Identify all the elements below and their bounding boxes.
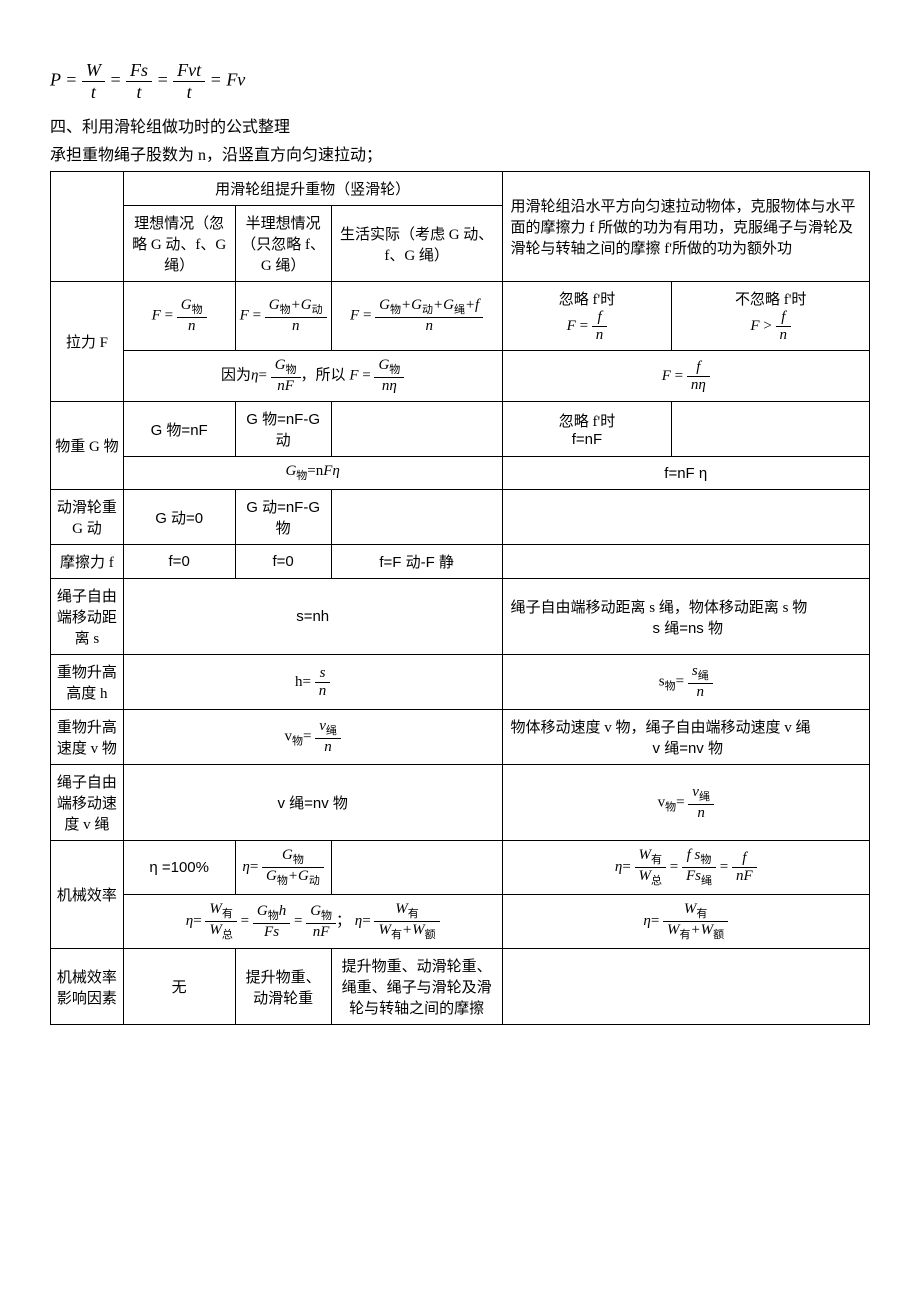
Gw-combined-v: G物=nFη [123, 457, 502, 490]
h-h: s物= s绳n [502, 655, 869, 710]
vw-h: 物体移动速度 v 物，绳子自由端移动速度 v 绳 v 绳=nv 物 [502, 710, 869, 765]
heading-2: 承担重物绳子股数为 n，沿竖直方向匀速拉动； [50, 141, 870, 165]
f-ideal: f=0 [123, 545, 235, 579]
F-h-not-ignore: 不忽略 f'时 F > fn [672, 282, 870, 351]
header-horizontal: 用滑轮组沿水平方向匀速拉动物体，克服物体与水平面的摩擦力 f 所做的功为有用功，… [502, 172, 869, 282]
s-h: 绳子自由端移动距离 s 绳，物体移动距离 s 物 s 绳=ns 物 [502, 579, 869, 655]
Gd-ideal: G 动=0 [123, 490, 235, 545]
row-f-label: 摩擦力 f [51, 545, 124, 579]
h-v: h= sn [123, 655, 502, 710]
eta-ideal: η =100% [123, 841, 235, 895]
row-F-label: 拉力 F [51, 282, 124, 402]
formula-table: 用滑轮组提升重物（竖滑轮） 用滑轮组沿水平方向匀速拉动物体，克服物体与水平面的摩… [50, 171, 870, 1025]
eta-combined-h: η= W有W有+W额 [502, 895, 869, 949]
top-formula: P = Wt = Fst = Fvtt = Fv [50, 60, 870, 103]
row-vw-label: 重物升高速度 v 物 [51, 710, 124, 765]
factors-ideal: 无 [123, 949, 235, 1025]
header-real: 生活实际（考虑 G 动、f、G 绳） [331, 206, 502, 282]
Gw-ideal: G 物=nF [123, 402, 235, 457]
F-combined-h: F = fnη [502, 351, 869, 402]
row-factors-label: 机械效率影响因素 [51, 949, 124, 1025]
heading-1: 四、利用滑轮组做功时的公式整理 [50, 113, 870, 137]
F-semi: F = G物+G动n [235, 282, 331, 351]
row-eta-label: 机械效率 [51, 841, 124, 949]
eta-combined-v: η= W有W总 = G物hFs = G物nF； η= W有W有+W额 [123, 895, 502, 949]
factors-real: 提升物重、动滑轮重、绳重、绳子与滑轮及滑轮与转轴之间的摩擦 [331, 949, 502, 1025]
eta-semi: η= G物G物+G动 [235, 841, 331, 895]
F-ideal: F = G物n [123, 282, 235, 351]
row-Gw-label: 物重 G 物 [51, 402, 124, 490]
vr-h: v物= v绳n [502, 765, 869, 841]
row-vr-label: 绳子自由端移动速度 v 绳 [51, 765, 124, 841]
eta-h: η= W有W总 = f s物Fs绳 = fnF [502, 841, 869, 895]
F-h-ignore: 忽略 f'时 F = fn [502, 282, 672, 351]
row-s-label: 绳子自由端移动距离 s [51, 579, 124, 655]
F-real: F = G物+G动+G绳+fn [331, 282, 502, 351]
factors-semi: 提升物重、动滑轮重 [235, 949, 331, 1025]
header-vertical: 用滑轮组提升重物（竖滑轮） [123, 172, 502, 206]
f-real: f=F 动-F 静 [331, 545, 502, 579]
Gw-h-ignore: 忽略 f'时 f=nF [502, 402, 672, 457]
Gw-semi: G 物=nF-G 动 [235, 402, 331, 457]
header-semi: 半理想情况（只忽略 f、G 绳） [235, 206, 331, 282]
f-semi: f=0 [235, 545, 331, 579]
vw-v: v物= v绳n [123, 710, 502, 765]
row-Gd-label: 动滑轮重 G 动 [51, 490, 124, 545]
Gd-semi: G 动=nF-G 物 [235, 490, 331, 545]
vr-v: v 绳=nv 物 [123, 765, 502, 841]
F-combined-v: 因为η= G物nF，所以 F = G物nη [123, 351, 502, 402]
Gw-combined-h: f=nF η [502, 457, 869, 490]
s-v: s=nh [123, 579, 502, 655]
row-h-label: 重物升高高度 h [51, 655, 124, 710]
header-ideal: 理想情况（忽略 G 动、f、G 绳） [123, 206, 235, 282]
